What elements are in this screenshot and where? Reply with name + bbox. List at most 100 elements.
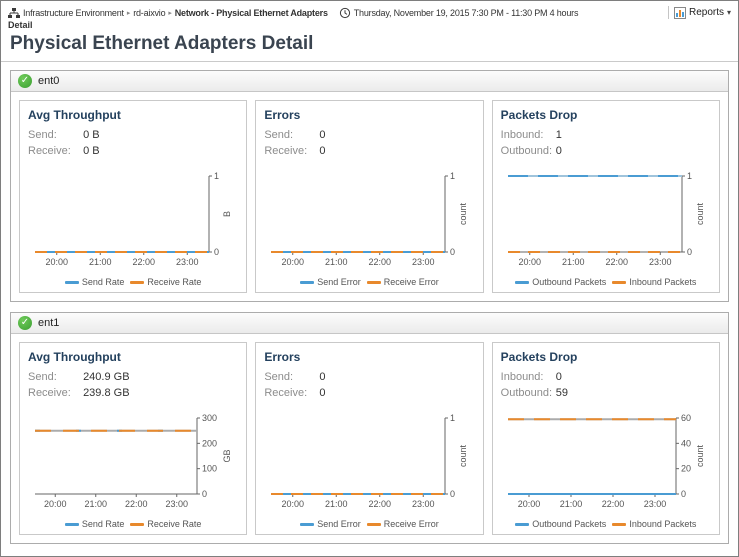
svg-text:23:00: 23:00 bbox=[412, 257, 435, 267]
time-range-control[interactable]: Thursday, November 19, 2015 7:30 PM - 11… bbox=[339, 7, 579, 19]
stat-row: Inbound: 0 bbox=[501, 369, 711, 385]
stat-value: 0 bbox=[319, 129, 326, 141]
card-packets-drop: Packets Drop Inbound: 1 Outbound: 0 1 0 co… bbox=[491, 100, 720, 293]
legend-label: Inbound Packets bbox=[629, 519, 697, 529]
stat-value: 0 bbox=[319, 371, 326, 383]
section-header: ✓ ent0 bbox=[11, 71, 728, 92]
card-errors: Errors Send: 0 Receive: 0 1 0 count 20:00 21… bbox=[255, 342, 484, 535]
legend-swatch bbox=[130, 522, 145, 526]
top-bar: Infrastructure Environment ▸ rd-aixvio ▸… bbox=[1, 1, 738, 19]
svg-text:20:00: 20:00 bbox=[282, 499, 305, 509]
stat-label: Inbound: bbox=[500, 371, 544, 383]
svg-text:21:00: 21:00 bbox=[85, 499, 108, 509]
stat-value: 0 B bbox=[83, 129, 100, 141]
svg-text:GB: GB bbox=[222, 449, 232, 462]
svg-text:20:00: 20:00 bbox=[44, 499, 67, 509]
line-chart[interactable]: 300 200 100 0 GB 20:00 21:00 22:00 23:00 bbox=[29, 410, 237, 516]
line-chart[interactable]: 1 0 count 20:00 21:00 22:00 23:00 bbox=[265, 168, 473, 274]
chart-legend: Outbound Packets Inbound Packets bbox=[501, 274, 711, 287]
card-errors: Errors Send: 0 Receive: 0 1 0 count 20:00 21… bbox=[255, 100, 484, 293]
reports-icon bbox=[673, 6, 686, 19]
environment-icon bbox=[8, 7, 20, 19]
section-header: ✓ ent1 bbox=[11, 313, 728, 334]
legend-label: Outbound Packets bbox=[532, 277, 607, 287]
reports-menu[interactable]: Reports ▾ bbox=[673, 6, 731, 19]
page-title: Physical Ethernet Adapters Detail bbox=[10, 33, 314, 54]
stat-row: Send: 0 bbox=[264, 369, 474, 385]
stat-label: Inbound: bbox=[500, 129, 544, 141]
stat-value: 0 bbox=[555, 145, 562, 157]
section-ent1: ✓ ent1 Avg Throughput Send: 240.9 GB Rec… bbox=[10, 312, 729, 544]
legend-label: Inbound Packets bbox=[629, 277, 697, 287]
legend-item: Outbound Packets bbox=[515, 519, 606, 529]
svg-text:40: 40 bbox=[681, 438, 691, 448]
legend-item: Inbound Packets bbox=[612, 277, 696, 287]
svg-text:count: count bbox=[458, 202, 468, 225]
legend-swatch bbox=[366, 280, 381, 284]
stat-row: Send: 0 bbox=[264, 127, 474, 143]
svg-text:count: count bbox=[695, 202, 705, 225]
card-avg-throughput: Avg Throughput Send: 0 B Receive: 0 B 1 0… bbox=[19, 100, 248, 293]
card-title: Packets Drop bbox=[500, 350, 578, 364]
chart-legend: Send Error Receive Error bbox=[264, 274, 474, 287]
svg-text:1: 1 bbox=[450, 171, 455, 181]
sections-container: ✓ ent0 Avg Throughput Send: 0 B Receive:… bbox=[1, 62, 738, 552]
svg-text:21:00: 21:00 bbox=[89, 257, 112, 267]
svg-text:22:00: 22:00 bbox=[605, 257, 628, 267]
legend-swatch bbox=[64, 280, 79, 284]
card-title: Errors bbox=[264, 350, 301, 364]
chart-legend: Outbound Packets Inbound Packets bbox=[501, 516, 711, 529]
breadcrumb-wrapped-tail: Detail bbox=[8, 20, 33, 30]
svg-text:21:00: 21:00 bbox=[325, 499, 348, 509]
legend-item: Receive Rate bbox=[130, 277, 201, 287]
clock-icon bbox=[339, 7, 351, 19]
stat-label: Send: bbox=[28, 129, 57, 141]
legend-item: Send Rate bbox=[64, 277, 124, 287]
card-packets-drop: Packets Drop Inbound: 0 Outbound: 59 60 4… bbox=[491, 342, 720, 535]
line-chart[interactable]: 1 0 B 20:00 21:00 22:00 23:00 bbox=[29, 168, 237, 274]
stat-row: Receive: 0 bbox=[264, 143, 474, 159]
svg-text:1: 1 bbox=[214, 171, 219, 181]
breadcrumb-item-device[interactable]: rd-aixvio bbox=[133, 7, 166, 18]
stat-row: Receive: 0 B bbox=[28, 143, 238, 159]
svg-text:22:00: 22:00 bbox=[602, 499, 625, 509]
svg-text:100: 100 bbox=[202, 464, 217, 474]
svg-text:0: 0 bbox=[450, 489, 455, 499]
svg-text:23:00: 23:00 bbox=[644, 499, 667, 509]
svg-text:1: 1 bbox=[450, 413, 455, 423]
line-chart[interactable]: 1 0 count 20:00 21:00 22:00 23:00 bbox=[265, 410, 473, 516]
adapter-name: ent0 bbox=[38, 75, 60, 87]
stat-row: Send: 240.9 GB bbox=[28, 369, 238, 385]
legend-item: Outbound Packets bbox=[515, 277, 606, 287]
stat-label: Outbound: bbox=[500, 145, 553, 157]
section-ent0: ✓ ent0 Avg Throughput Send: 0 B Receive:… bbox=[10, 70, 729, 302]
svg-text:0: 0 bbox=[687, 247, 692, 257]
legend-swatch bbox=[612, 280, 627, 284]
stat-value: 0 B bbox=[83, 145, 100, 157]
legend-label: Send Error bbox=[317, 277, 361, 287]
title-divider bbox=[1, 61, 738, 62]
legend-label: Receive Error bbox=[383, 519, 439, 529]
svg-text:200: 200 bbox=[202, 438, 217, 448]
breadcrumb-separator-icon: ▸ bbox=[168, 9, 172, 17]
svg-text:21:00: 21:00 bbox=[560, 499, 583, 509]
stat-label: Send: bbox=[264, 129, 294, 141]
card-title: Avg Throughput bbox=[28, 350, 121, 364]
stat-value: 1 bbox=[555, 129, 562, 141]
line-chart[interactable]: 60 40 20 0 count 20:00 21:00 22:00 23:00 bbox=[502, 410, 710, 516]
line-chart[interactable]: 1 0 count 20:00 21:00 22:00 23:00 bbox=[502, 168, 710, 274]
chart-legend: Send Error Receive Error bbox=[264, 516, 474, 529]
svg-text:22:00: 22:00 bbox=[125, 499, 148, 509]
stat-value: 0 bbox=[319, 387, 326, 399]
stat-label: Receive: bbox=[28, 387, 71, 399]
svg-text:1: 1 bbox=[687, 171, 692, 181]
breadcrumb-item-infrastructure-environment[interactable]: Infrastructure Environment bbox=[23, 7, 124, 18]
stat-label: Receive: bbox=[264, 145, 308, 157]
time-range-label: Thursday, November 19, 2015 7:30 PM - 11… bbox=[353, 7, 579, 18]
status-ok-icon: ✓ bbox=[18, 316, 32, 330]
chevron-down-icon[interactable]: ▾ bbox=[726, 8, 731, 17]
cards-row: Avg Throughput Send: 240.9 GB Receive: 2… bbox=[11, 334, 728, 543]
svg-text:22:00: 22:00 bbox=[369, 499, 392, 509]
legend-label: Receive Rate bbox=[147, 277, 202, 287]
breadcrumb-separator-icon: ▸ bbox=[126, 9, 131, 17]
